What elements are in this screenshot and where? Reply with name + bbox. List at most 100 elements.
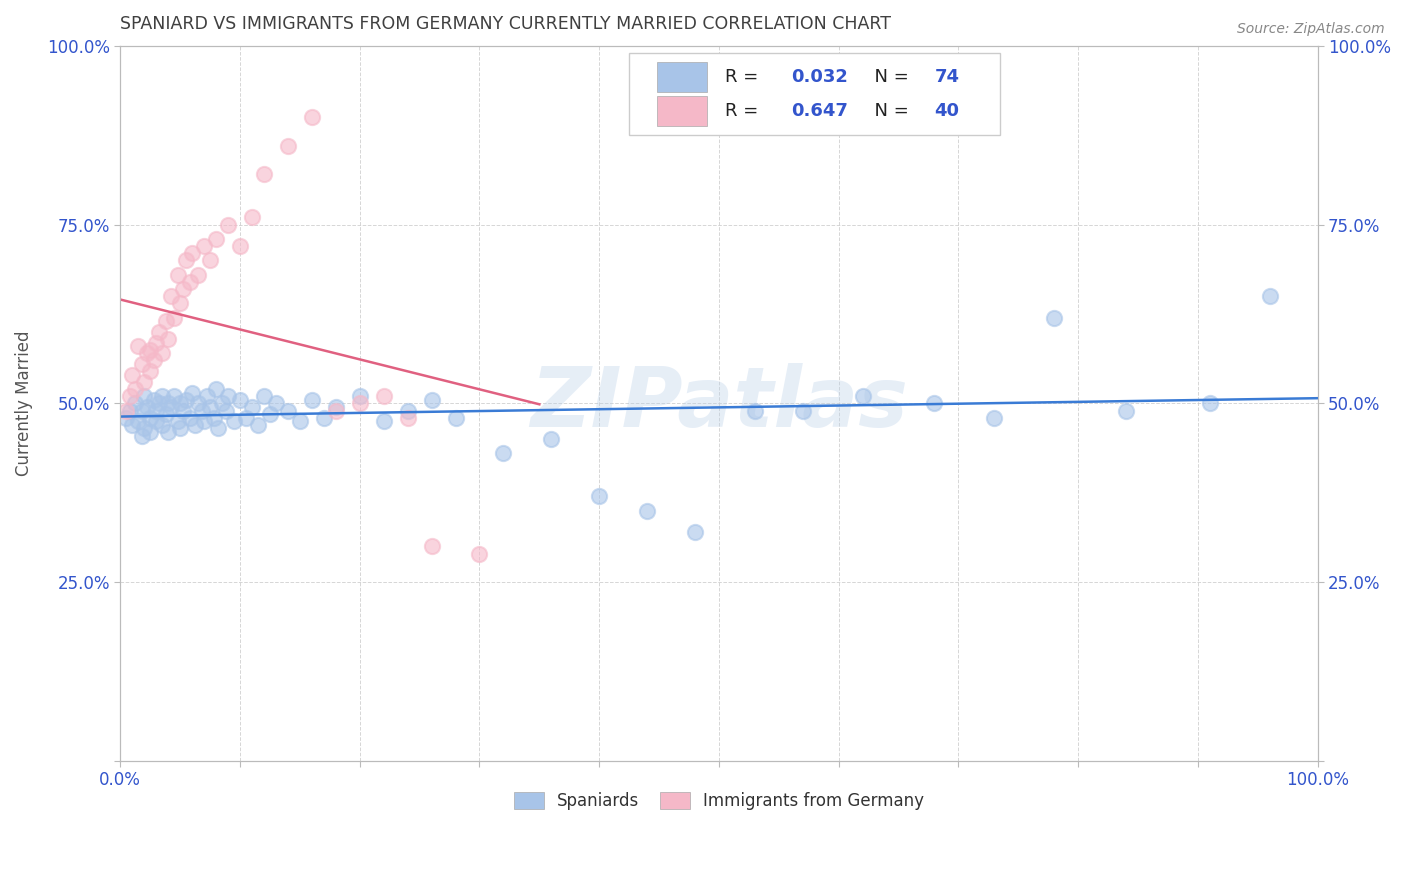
Point	[202, 410, 225, 425]
Text: SPANIARD VS IMMIGRANTS FROM GERMANY CURRENTLY MARRIED CORRELATION CHART: SPANIARD VS IMMIGRANTS FROM GERMANY CURR…	[121, 15, 891, 33]
Point	[852, 389, 875, 403]
Point	[235, 410, 257, 425]
Point	[259, 407, 281, 421]
Point	[150, 346, 173, 360]
Point	[222, 414, 245, 428]
Point	[169, 396, 191, 410]
Point	[179, 410, 201, 425]
Text: ZIPatlas: ZIPatlas	[530, 363, 908, 444]
Point	[211, 396, 233, 410]
Text: Source: ZipAtlas.com: Source: ZipAtlas.com	[1237, 22, 1385, 37]
Point	[444, 410, 467, 425]
Point	[115, 410, 138, 425]
Point	[150, 389, 173, 403]
Point	[166, 414, 188, 428]
Text: 74: 74	[935, 68, 959, 86]
Point	[155, 314, 177, 328]
Point	[349, 389, 371, 403]
Point	[157, 396, 180, 410]
Point	[205, 382, 228, 396]
Point	[163, 389, 186, 403]
Point	[127, 339, 149, 353]
Point	[253, 168, 276, 182]
Text: R =: R =	[725, 68, 763, 86]
Point	[683, 525, 706, 540]
Point	[588, 489, 610, 503]
Point	[198, 253, 221, 268]
Point	[179, 275, 201, 289]
Point	[207, 421, 229, 435]
Point	[240, 211, 263, 225]
Point	[205, 232, 228, 246]
Point	[420, 392, 443, 407]
Point	[142, 392, 165, 407]
Point	[118, 389, 141, 403]
Point	[983, 410, 1005, 425]
Point	[169, 421, 191, 435]
Point	[181, 385, 204, 400]
Point	[166, 268, 188, 282]
Point	[142, 353, 165, 368]
Point	[288, 414, 311, 428]
Point	[131, 428, 153, 442]
FancyBboxPatch shape	[657, 62, 707, 92]
Point	[139, 425, 162, 439]
Point	[636, 504, 658, 518]
Point	[134, 375, 156, 389]
Point	[253, 389, 276, 403]
Point	[159, 289, 181, 303]
Point	[217, 389, 239, 403]
Point	[134, 421, 156, 435]
Text: N =: N =	[863, 102, 914, 120]
Point	[198, 400, 221, 414]
Point	[312, 410, 335, 425]
Y-axis label: Currently Married: Currently Married	[15, 331, 32, 476]
Point	[181, 246, 204, 260]
Point	[172, 403, 194, 417]
Point	[373, 414, 395, 428]
Point	[174, 392, 197, 407]
Point	[420, 540, 443, 554]
Point	[325, 403, 347, 417]
Text: 40: 40	[935, 102, 959, 120]
Point	[924, 396, 946, 410]
Point	[1043, 310, 1066, 325]
Point	[139, 410, 162, 425]
Point	[157, 425, 180, 439]
Point	[264, 396, 287, 410]
Point	[396, 410, 419, 425]
Point	[145, 403, 167, 417]
Point	[131, 403, 153, 417]
Point	[229, 392, 252, 407]
Point	[172, 282, 194, 296]
Point	[277, 138, 299, 153]
Point	[193, 239, 215, 253]
Point	[148, 396, 170, 410]
Point	[134, 389, 156, 403]
Point	[229, 239, 252, 253]
Point	[373, 389, 395, 403]
Point	[301, 392, 323, 407]
Point	[163, 310, 186, 325]
Point	[127, 414, 149, 428]
Point	[121, 417, 143, 432]
Point	[148, 325, 170, 339]
Point	[135, 346, 157, 360]
Point	[349, 396, 371, 410]
Point	[540, 432, 562, 446]
Point	[124, 396, 146, 410]
Point	[150, 417, 173, 432]
Point	[139, 343, 162, 357]
Point	[118, 403, 141, 417]
Point	[240, 400, 263, 414]
Point	[277, 403, 299, 417]
Point	[468, 547, 491, 561]
Point	[246, 417, 269, 432]
Point	[215, 403, 238, 417]
FancyBboxPatch shape	[628, 53, 1000, 135]
Point	[157, 332, 180, 346]
Point	[159, 400, 181, 414]
Legend: Spaniards, Immigrants from Germany: Spaniards, Immigrants from Germany	[508, 786, 931, 817]
Point	[744, 403, 766, 417]
Point	[183, 417, 205, 432]
